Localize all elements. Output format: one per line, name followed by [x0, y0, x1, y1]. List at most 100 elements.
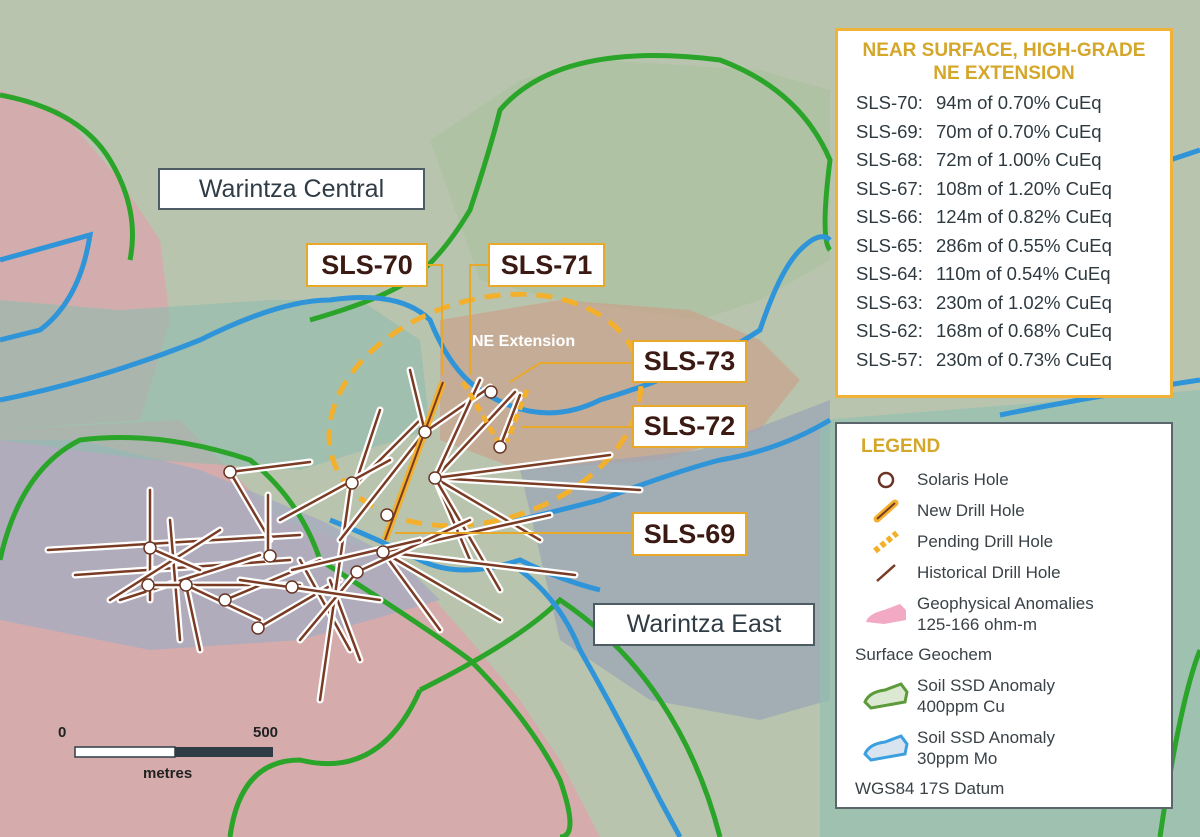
legend-label: 125-166 ohm-m: [917, 615, 1038, 634]
historical-drill-hole: [290, 538, 422, 572]
label-sls-70: SLS-70: [306, 243, 428, 287]
solaris-hole-collar: [263, 549, 277, 563]
results-summary-box: NEAR SURFACE, HIGH-GRADE NE EXTENSION SL…: [835, 28, 1173, 398]
historical-drill-hole: [228, 470, 272, 542]
summary-row: SLS-57: 230m of 0.73% CuEq: [848, 346, 1160, 375]
solaris-hole-collar: [179, 578, 193, 592]
historical-drill-hole: [298, 570, 359, 642]
solaris-hole-collar: [484, 385, 498, 399]
historical-drill-hole: [278, 458, 392, 522]
historical-drill-hole: [355, 518, 472, 574]
summary-title-1: NEAR SURFACE, HIGH-GRADE: [862, 40, 1146, 61]
summary-result: 124m of 0.82% CuEq: [936, 206, 1112, 227]
summary-row: SLS-64: 110m of 0.54% CuEq: [848, 260, 1160, 289]
pending-drill-hole-icon: [873, 530, 899, 553]
summary-result: 72m of 1.00% CuEq: [936, 149, 1102, 170]
legend-item-new-drill-hole: New Drill Hole: [855, 495, 1153, 526]
legend-item-mo-anomaly: Soil SSD Anomaly 30ppm Mo: [855, 722, 1153, 774]
solaris-hole-collar: [251, 621, 265, 635]
geophysical-anomaly-icon: [866, 604, 906, 624]
historical-drill-hole: [353, 408, 382, 487]
summary-row: SLS-68: 72m of 1.00% CuEq: [848, 146, 1160, 175]
label-sls-71: SLS-71: [488, 243, 605, 287]
ne-extension-label: NE Extension: [472, 333, 576, 350]
legend-item-pending-drill-hole: Pending Drill Hole: [855, 526, 1153, 557]
solaris-hole-collar: [493, 440, 507, 454]
summary-hole-id: SLS-62:: [856, 320, 923, 341]
summary-row: SLS-63: 230m of 1.02% CuEq: [848, 289, 1160, 318]
solaris-hole-collar: [218, 593, 232, 607]
solaris-hole-collar: [376, 545, 390, 559]
historical-drill-hole: [408, 368, 427, 434]
solaris-hole-icon: [877, 471, 895, 488]
historical-drill-hole: [228, 460, 312, 474]
historical-drill-hole: [73, 558, 292, 577]
historical-drill-hole: [108, 528, 222, 602]
summary-hole-id: SLS-69:: [856, 120, 923, 142]
solaris-hole-collar: [418, 425, 432, 439]
summary-row: SLS-69: 70m of 0.70% CuEq: [848, 118, 1160, 147]
summary-hole-id: SLS-68:: [856, 149, 923, 170]
summary-hole-id: SLS-57:: [856, 348, 923, 370]
solaris-hole-collar: [428, 471, 442, 485]
solaris-hole-collar: [285, 580, 299, 594]
historical-drill-hole: [381, 550, 442, 632]
summary-hole-id: SLS-66:: [856, 206, 923, 227]
legend-label: Solaris Hole: [917, 469, 1009, 489]
cu-anomaly-icon: [863, 682, 909, 710]
summary-result: 230m of 0.73% CuEq: [936, 348, 1112, 370]
historical-drill-hole: [498, 393, 522, 449]
historical-drill-hole: [184, 583, 202, 652]
scale-bar-dark: [175, 747, 273, 757]
legend-label: 30ppm Mo: [917, 749, 998, 768]
solaris-holes: [141, 385, 507, 635]
historical-drill-hole: [381, 550, 577, 577]
summary-hole-id: SLS-64:: [856, 263, 923, 284]
legend-label: Soil SSD Anomaly: [917, 728, 1055, 747]
legend-label: New Drill Hole: [917, 500, 1025, 520]
warintza-central-label: Warintza Central: [158, 168, 425, 210]
new-drill-hole-icon: [873, 499, 899, 522]
summary-row: SLS-66: 124m of 0.82% CuEq: [848, 203, 1160, 232]
historical-drill-hole-icon: [875, 562, 897, 583]
solaris-hole-collar: [223, 465, 237, 479]
summary-result: 70m of 0.70% CuEq: [936, 120, 1102, 142]
solaris-hole-collar: [380, 508, 394, 522]
legend: LEGEND Solaris Hole New Drill Hole Pendi…: [835, 422, 1173, 809]
historical-drill-hole: [148, 546, 202, 572]
legend-title: LEGEND: [861, 436, 941, 457]
scale-bar-light: [74, 746, 176, 758]
label-leaders: [395, 264, 632, 534]
summary-result: 94m of 0.70% CuEq: [936, 92, 1102, 113]
label-sls-72: SLS-72: [632, 405, 747, 448]
summary-result: 286m of 0.55% CuEq: [936, 234, 1112, 256]
summary-hole-id: SLS-63:: [856, 291, 923, 313]
historical-drill-hole: [256, 578, 342, 630]
summary-title-2: NE EXTENSION: [933, 63, 1075, 84]
warintza-east-label: Warintza East: [593, 603, 815, 646]
legend-label: Historical Drill Hole: [917, 562, 1061, 582]
historical-drill-hole: [423, 385, 492, 434]
legend-label: Pending Drill Hole: [917, 531, 1054, 551]
historical-drill-hole: [238, 578, 382, 602]
historical-drill-hole: [118, 553, 262, 602]
new-drill-hole-sls70-core: [384, 381, 444, 541]
legend-item-solaris-hole: Solaris Hole: [855, 464, 1153, 495]
historical-drill-hole: [433, 476, 642, 492]
historical-drill-hole: [338, 430, 427, 542]
solaris-hole-collar: [350, 565, 364, 579]
legend-item-cu-anomaly: Soil SSD Anomaly 400ppm Cu: [855, 670, 1153, 722]
solaris-hole-collar: [345, 476, 359, 490]
historical-drill-hole: [433, 453, 612, 480]
scale-unit: metres: [143, 765, 193, 782]
scale-end: 500: [253, 724, 279, 741]
solaris-hole-collar: [143, 541, 157, 555]
solaris-hole-collar: [141, 578, 155, 592]
summary-result: 168m of 0.68% CuEq: [936, 320, 1112, 341]
pending-drill-hole-sls72: [504, 389, 530, 443]
legend-label: Geophysical Anomalies: [917, 594, 1094, 613]
legend-item-geophysical: Geophysical Anomalies 125-166 ohm-m: [855, 588, 1153, 640]
teal-zone: [0, 300, 430, 470]
historical-drill-hole: [433, 476, 542, 542]
legend-datum: WGS84 17S Datum: [855, 779, 1005, 798]
